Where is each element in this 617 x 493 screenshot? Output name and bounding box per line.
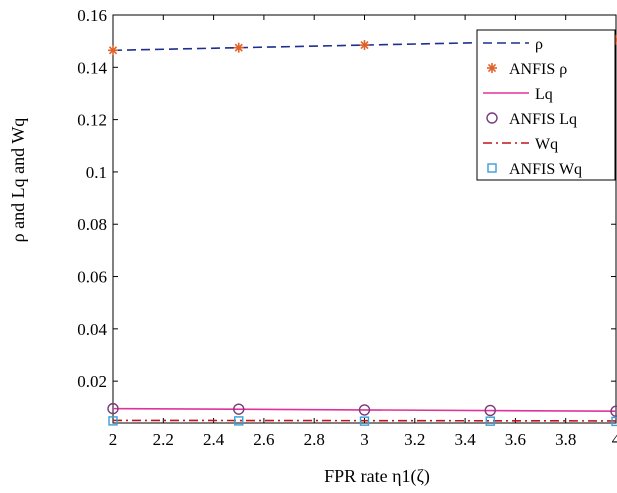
legend: ρ ANFIS ρ Lq ANFIS Lq Wq ANFIS Wq xyxy=(476,29,616,181)
y-tick-label: 0.14 xyxy=(77,58,107,77)
y-tick-label: 0.12 xyxy=(77,111,107,130)
x-tick-label: 2 xyxy=(109,430,118,449)
legend-label: ANFIS Wq xyxy=(509,161,582,178)
x-tick-label: 3.6 xyxy=(505,430,526,449)
y-tick-label: 0.16 xyxy=(77,6,107,25)
data-point xyxy=(234,416,244,426)
legend-entry: ρ xyxy=(483,36,543,53)
x-tick-label: 2.6 xyxy=(253,430,274,449)
x-tick-label: 3.8 xyxy=(555,430,576,449)
series-3 xyxy=(107,402,617,417)
series-4 xyxy=(112,419,617,422)
data-point xyxy=(108,416,118,426)
data-point xyxy=(358,404,371,416)
data-point xyxy=(233,403,245,415)
legend-label: ρ xyxy=(535,36,543,53)
x-tick-label: 3.2 xyxy=(404,430,425,449)
x-tick-label: 4 xyxy=(612,430,617,449)
x-tick-label: 2.8 xyxy=(304,430,325,449)
data-point xyxy=(359,40,370,51)
series-2 xyxy=(112,407,617,413)
data-point xyxy=(107,402,119,415)
legend-entry: Wq xyxy=(483,136,558,153)
x-tick-label: 3 xyxy=(360,430,369,449)
y-tick-label: 0.08 xyxy=(77,215,107,234)
data-point xyxy=(484,404,496,417)
data-point xyxy=(108,45,118,56)
data-point xyxy=(359,416,370,426)
legend-symbol xyxy=(487,63,497,73)
data-point xyxy=(610,405,617,417)
series-line xyxy=(112,419,617,422)
x-axis-ticks: 2 2.2 2.4 2.6 2.8 3 3.2 3.4 3.6 3.8 4 xyxy=(109,15,617,449)
series-line xyxy=(112,407,617,413)
legend-label: ANFIS Lq xyxy=(509,111,577,128)
legend-entry: ANFIS ρ xyxy=(487,61,567,78)
legend-symbol xyxy=(486,112,498,124)
data-point xyxy=(611,416,617,427)
x-tick-label: 3.4 xyxy=(454,430,476,449)
y-axis-label-main: ρ and Lq and Wq xyxy=(8,118,28,243)
y-axis-label: ρ and Lq and Wq xyxy=(8,118,28,243)
y-tick-label: 0.1 xyxy=(86,163,107,182)
legend-label: Lq xyxy=(535,86,553,103)
legend-box xyxy=(476,29,616,181)
legend-symbol xyxy=(487,163,497,173)
y-tick-label: 0.04 xyxy=(77,320,107,339)
x-tick-label: 2.2 xyxy=(153,430,174,449)
data-point xyxy=(485,416,495,426)
legend-entry: Lq xyxy=(483,86,553,103)
y-tick-label: 0.02 xyxy=(77,372,107,391)
legend-label: ANFIS ρ xyxy=(509,61,567,78)
x-tick-label: 2.4 xyxy=(203,430,225,449)
x-axis-label-main: FPR rate η1(ζ) xyxy=(324,466,430,487)
y-tick-label: 0.06 xyxy=(77,268,107,287)
legend-label: Wq xyxy=(535,136,558,153)
data-point xyxy=(233,42,244,53)
legend-entry: ANFIS Wq xyxy=(487,161,582,178)
y-axis-ticks: 0.02 0.04 0.06 0.08 0.1 0.12 0.14 0.16 xyxy=(77,6,616,391)
x-axis-label: FPR rate η1(ζ) xyxy=(324,466,430,487)
series-layer xyxy=(107,34,617,427)
series-5 xyxy=(108,416,617,427)
legend-entry: ANFIS Lq xyxy=(486,111,577,128)
